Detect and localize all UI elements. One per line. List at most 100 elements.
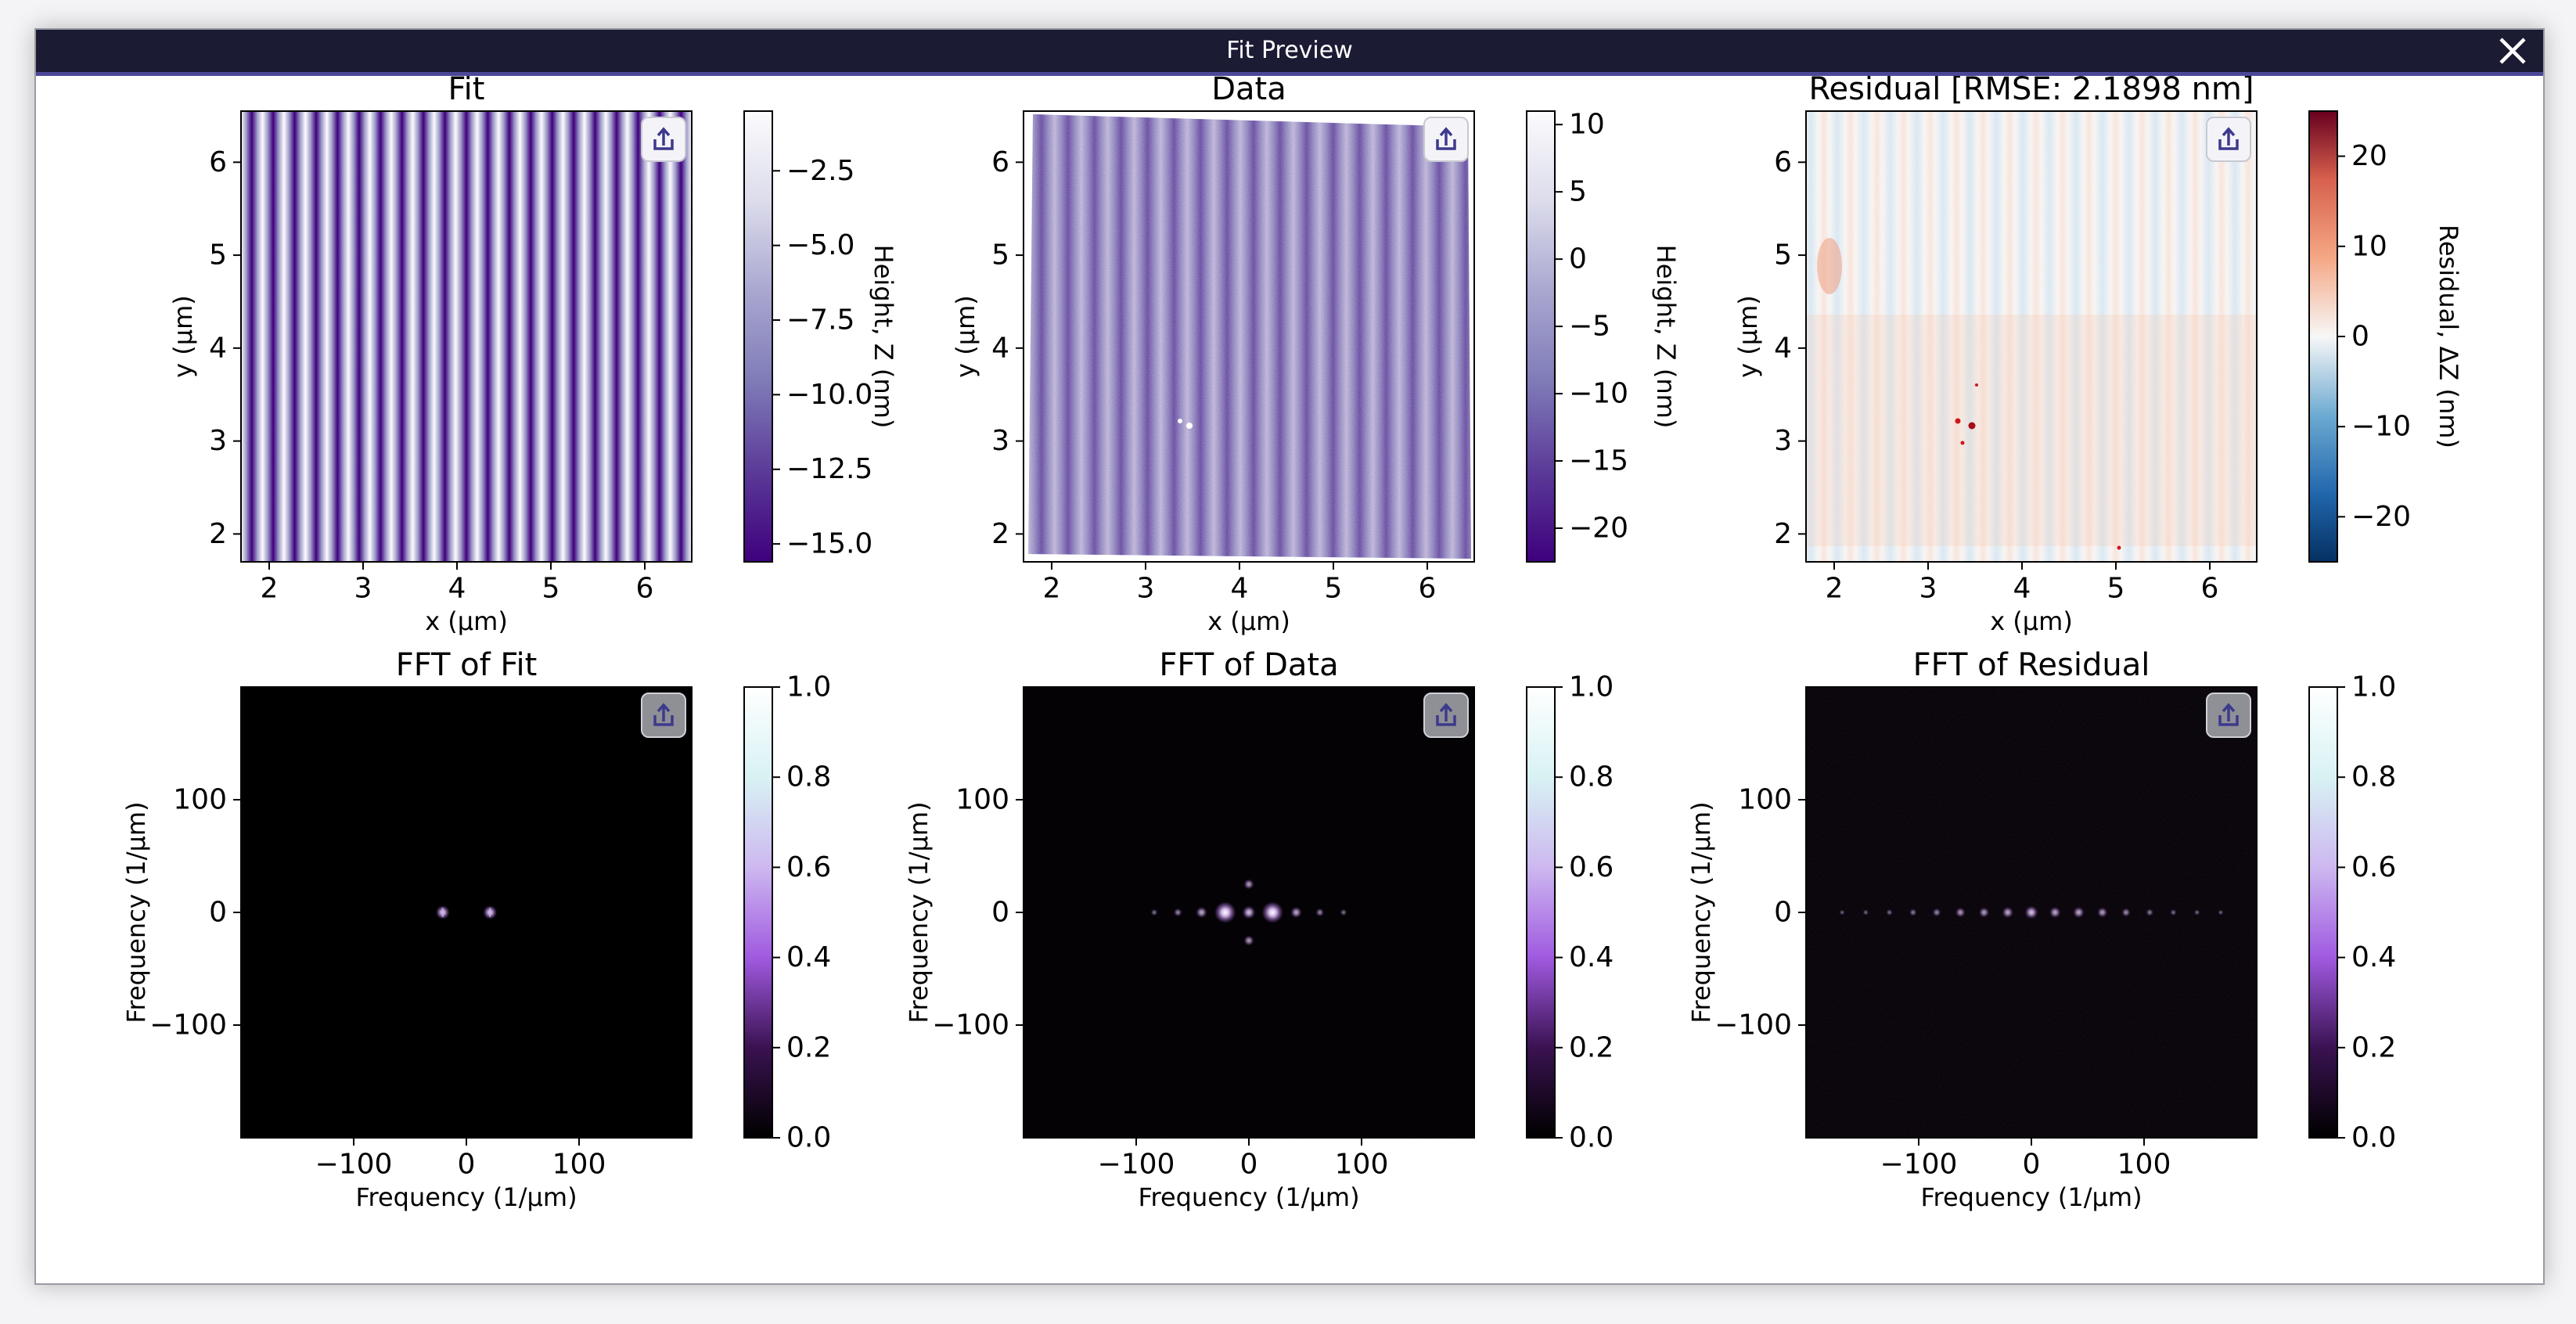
heatmap-image (1024, 111, 1474, 562)
export-button[interactable] (2206, 693, 2251, 738)
heatmap-image (1806, 687, 2257, 1138)
y-tick-label: 0 (991, 897, 1009, 929)
x-tick-label: 0 (458, 1149, 476, 1181)
fft-peak (1173, 908, 1182, 917)
fft-peak (1886, 908, 1893, 916)
y-tick-label: 5 (991, 239, 1009, 272)
fft-peak (1909, 908, 1917, 916)
y-tick-label: 0 (1774, 897, 1792, 929)
fit-preview-window: Fit 2 3 4 5 6 2 3 4 5 6 x (µm) y (µm) −2.5 −5.0 −7.5 −10… (34, 28, 2545, 1285)
colorbar-tick-label: 0.4 (1569, 941, 1614, 973)
x-tick-label: 5 (1325, 573, 1343, 605)
export-share-icon (2218, 703, 2239, 726)
x-tick-label: 5 (2107, 573, 2125, 605)
colorbar (1526, 686, 1556, 1139)
colorbar-tick-label: 1.0 (1569, 671, 1614, 703)
export-button[interactable] (2206, 117, 2251, 162)
colorbar-tick-label: −15.0 (786, 528, 872, 560)
colorbar-tick-label: 10 (1569, 109, 1605, 141)
colorbar (743, 686, 773, 1139)
y-axis-label: y (µm) (168, 295, 198, 378)
fft-peak (1978, 907, 1990, 918)
window-titlebar[interactable]: Fit Preview (36, 30, 2543, 76)
x-tick-label: 4 (1231, 573, 1249, 605)
export-share-icon (1436, 703, 1456, 726)
colorbar-tick-label: 0.8 (2351, 761, 2396, 793)
colorbar-tick-label: 1.0 (786, 671, 831, 703)
subplot-title: FFT of Fit (396, 647, 538, 683)
y-tick-label: 3 (209, 425, 227, 457)
x-axis-label: x (µm) (1207, 606, 1290, 636)
close-icon[interactable] (2493, 31, 2532, 70)
y-tick-label: 4 (209, 332, 227, 364)
x-tick-label: 6 (2201, 573, 2219, 605)
export-button[interactable] (1423, 693, 1469, 738)
y-tick-label: −100 (932, 1009, 1009, 1042)
fft-peak (1243, 935, 1254, 946)
y-tick-label: 3 (1774, 425, 1792, 457)
x-tick-label: 3 (1919, 573, 1937, 605)
x-tick-label: 2 (1043, 573, 1061, 605)
fft-peak (1932, 908, 1941, 917)
fft-peak (2170, 908, 2177, 916)
x-tick-label: 4 (2013, 573, 2031, 605)
heatmap-image (1806, 111, 2257, 562)
colorbar-tick-label: −20 (2351, 501, 2411, 533)
subplot-title: Fit (448, 71, 485, 107)
colorbar-tick-label: −2.5 (786, 155, 854, 187)
subplot-title: Data (1211, 71, 1286, 107)
fft-peak (2049, 906, 2061, 919)
x-tick-label: 4 (448, 573, 466, 605)
x-tick-label: 100 (1335, 1149, 1389, 1181)
colorbar-tick-label: −20 (1569, 513, 1628, 545)
export-button[interactable] (641, 117, 686, 162)
fft-peak (1150, 908, 1158, 916)
colorbar-tick-label: 1.0 (2351, 671, 2396, 703)
colorbar-tick-label: 0.2 (1569, 1031, 1614, 1063)
fft-peak (2024, 905, 2038, 919)
y-tick-label: 6 (209, 146, 227, 178)
export-button[interactable] (641, 693, 686, 738)
colorbar-tick-label: 0.6 (2351, 851, 2396, 883)
axes-frame (1023, 110, 1475, 563)
y-tick-label: 100 (173, 784, 227, 816)
x-tick-label: 0 (1240, 1149, 1258, 1181)
colorbar-tick-label: −15 (1569, 445, 1628, 477)
y-axis-label: y (µm) (951, 295, 980, 378)
fft-peak (1242, 905, 1256, 919)
y-axis-label: Frequency (1/µm) (904, 801, 934, 1023)
subplot-0: Fit 2 3 4 5 6 2 3 4 5 6 x (µm) y (µm) −2.5 −5.0 −7.5 −10… (168, 71, 898, 636)
y-tick-label: 6 (991, 146, 1009, 178)
y-tick-label: 2 (1774, 518, 1792, 550)
x-tick-label: 2 (1826, 573, 1844, 605)
y-tick-label: 100 (955, 784, 1009, 816)
fft-peak (1315, 908, 1325, 917)
subplot-title: Residual [RMSE: 2.1898 nm] (1808, 71, 2254, 107)
x-tick-label: 3 (354, 573, 372, 605)
x-tick-label: 2 (261, 573, 279, 605)
colorbar-tick-label: −10 (1569, 378, 1628, 410)
subplot-5: FFT of Residual−100 0 1001000−100Frequency… (1686, 647, 2396, 1212)
export-share-icon (1436, 127, 1456, 150)
colorbar (1526, 110, 1556, 563)
export-share-icon (653, 703, 674, 726)
y-axis-label: Frequency (1/µm) (1686, 801, 1716, 1023)
x-tick-label: −100 (315, 1149, 393, 1181)
colorbar-tick-label: 0.2 (2351, 1031, 2396, 1063)
fft-peak (1862, 909, 1869, 916)
y-tick-label: 100 (1738, 784, 1792, 816)
fft-peak (1214, 901, 1236, 923)
window-title: Fit Preview (1226, 37, 1353, 64)
colorbar-tick-label: 10 (2351, 230, 2387, 262)
colorbar-tick-label: 0.6 (786, 851, 831, 883)
x-axis-label: Frequency (1/µm) (355, 1182, 577, 1212)
fft-peak (2146, 908, 2153, 916)
x-tick-label: 100 (552, 1149, 606, 1181)
export-share-icon (2218, 127, 2239, 150)
y-tick-label: 5 (1774, 239, 1792, 272)
x-tick-label: −100 (1880, 1149, 1958, 1181)
export-button[interactable] (1423, 117, 1469, 162)
colorbar-label: Residual, ΔZ (nm) (2434, 225, 2463, 448)
colorbar-tick-label: 0.4 (786, 941, 831, 973)
